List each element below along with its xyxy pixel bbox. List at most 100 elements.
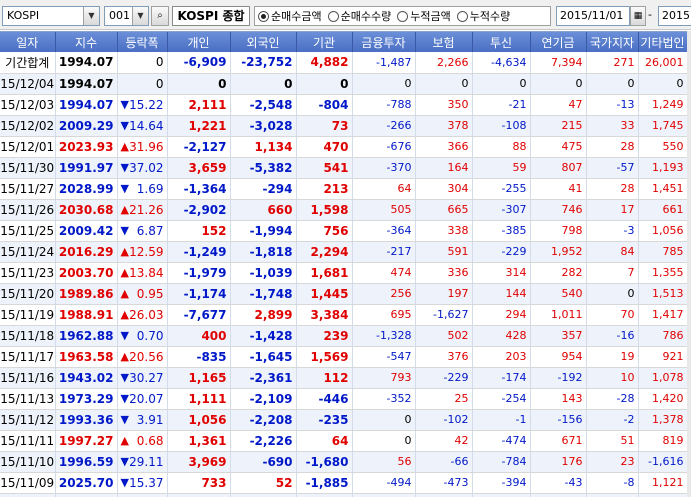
- table-row[interactable]: 15/11/19 1988.91 ▲ 26.03 -7,677 2,899 3,384 695…: [0, 304, 688, 326]
- inst-cell: 64: [296, 430, 353, 452]
- change-cell: ▲ 21.26: [117, 199, 168, 221]
- col-header-trust[interactable]: 투신: [472, 32, 531, 52]
- col-header-foreign[interactable]: 외국인: [230, 32, 297, 52]
- inst-cell: 73: [296, 115, 353, 137]
- col-header-date[interactable]: 일자: [0, 32, 56, 52]
- table-row[interactable]: 15/11/30 1991.97 ▼ 37.02 3,659 -5,382 541 -370 1…: [0, 157, 688, 179]
- trust-cell: -4,634: [472, 52, 531, 74]
- radio-net-buy-qty[interactable]: 순매수수량: [327, 8, 391, 24]
- table-row[interactable]: 15/11/13 1973.29 ▼ 20.07 1,111 -2,109 -446 -352…: [0, 388, 688, 410]
- market-select[interactable]: KOSPI ▼: [2, 6, 100, 26]
- date-cell: 15/12/02: [0, 115, 56, 137]
- change-value: 29.11: [129, 454, 164, 469]
- table-row[interactable]: 15/12/04 1994.07 0 0 0 0 0 0 0 0 0 0: [0, 73, 688, 95]
- table-row[interactable]: 15/11/09 2025.70 ▼ 15.37 733 52 -1,885 -494 -473…: [0, 472, 688, 494]
- fin-cell: -370: [352, 157, 416, 179]
- ins-cell: 338: [415, 220, 473, 242]
- triangle-up-icon: ▲: [120, 265, 129, 279]
- date-cell: 15/12/01: [0, 136, 56, 158]
- col-header-pension[interactable]: 연기금: [530, 32, 587, 52]
- index-cell: 1993.36: [55, 409, 118, 431]
- etc-cell: 1,420: [638, 388, 688, 410]
- trust-cell: -784: [472, 451, 531, 473]
- table-row[interactable]: 15/11/27 2028.99 ▼ 1.69 -1,364 -294 213 64 304 -2…: [0, 178, 688, 200]
- frn-cell: 52: [230, 472, 297, 494]
- radio-net-buy-amount[interactable]: 순매수금액: [258, 8, 322, 24]
- ind-cell: 3,969: [167, 451, 231, 473]
- table-row[interactable]: 15/11/11 1997.27 ▲ 0.68 1,361 -2,226 64 0 42 -474…: [0, 430, 688, 452]
- col-header-institution[interactable]: 기관: [296, 32, 353, 52]
- table-row[interactable]: 15/11/24 2016.29 ▲ 12.59 -1,249 -1,818 2,294 -2…: [0, 241, 688, 263]
- change-cell: ▼ 20.07: [117, 388, 168, 410]
- inst-cell: 2,294: [296, 241, 353, 263]
- etc-cell: 1,056: [638, 220, 688, 242]
- calendar-icon[interactable]: ▦: [630, 6, 646, 26]
- pen-cell: 41: [530, 178, 587, 200]
- col-header-change[interactable]: 등락폭: [117, 32, 168, 52]
- change-value: 0.95: [136, 286, 164, 301]
- trust-cell: 428: [472, 325, 531, 347]
- pen-cell: 671: [530, 430, 587, 452]
- table-row[interactable]: 15/11/16 1943.02 ▼ 30.27 1,165 -2,361 112 793 -2…: [0, 367, 688, 389]
- table-row[interactable]: 15/11/18 1962.88 ▼ 0.70 400 -1,428 239 -1,328 50…: [0, 325, 688, 347]
- triangle-up-icon: ▲: [120, 433, 129, 447]
- radio-cum-qty[interactable]: 누적수량: [456, 8, 510, 24]
- radio-label: 순매수금액: [271, 10, 322, 23]
- triangle-down-icon: ▼: [120, 160, 129, 174]
- chevron-down-icon[interactable]: ▼: [132, 7, 148, 25]
- change-value: 15.22: [129, 97, 164, 112]
- gov-cell: 271: [586, 52, 639, 74]
- fin-cell: -494: [352, 472, 416, 494]
- table-row[interactable]: 15/11/062041.07▼8.34552-511-1,372-167199…: [0, 493, 688, 497]
- code-select[interactable]: 001 ▼: [104, 6, 149, 26]
- search-icon[interactable]: ⌕: [151, 6, 169, 26]
- radio-label: 누적금액: [410, 10, 451, 23]
- pen-cell: 1,011: [530, 304, 587, 326]
- change-cell: ▼ 30.27: [117, 367, 168, 389]
- table-row[interactable]: 기간합계 1994.07 0 -6,909 -23,752 4,882 -1,487 2,26…: [0, 52, 688, 74]
- ins-cell: 665: [415, 199, 473, 221]
- date-to-input[interactable]: 2015: [658, 6, 691, 26]
- table-row[interactable]: 15/11/12 1993.36 ▼ 3.91 1,056 -2,208 -235 0 -102…: [0, 409, 688, 431]
- table-row[interactable]: 15/11/23 2003.70 ▲ 13.84 -1,979 -1,039 1,681 47…: [0, 262, 688, 284]
- ind-cell: 552: [167, 493, 231, 497]
- ind-cell: 400: [167, 325, 231, 347]
- ins-cell: -229: [415, 367, 473, 389]
- pen-cell: 282: [530, 262, 587, 284]
- etc-cell: 661: [638, 199, 688, 221]
- col-header-individual[interactable]: 개인: [167, 32, 231, 52]
- etc-cell: 1,378: [638, 409, 688, 431]
- col-header-other-corp[interactable]: 기타법인: [638, 32, 688, 52]
- fin-cell: -788: [352, 94, 416, 116]
- col-header-insurance[interactable]: 보험: [415, 32, 473, 52]
- trust-cell: -229: [472, 241, 531, 263]
- change-cell: ▲ 12.59: [117, 241, 168, 263]
- col-header-government[interactable]: 국가지자: [586, 32, 639, 52]
- table-row[interactable]: 15/12/01 2023.93 ▲ 31.96 -2,127 1,134 470 -676 3…: [0, 136, 688, 158]
- frn-cell: -5,382: [230, 157, 297, 179]
- col-header-index[interactable]: 지수: [55, 32, 118, 52]
- gov-cell: -16: [586, 325, 639, 347]
- chevron-down-icon[interactable]: ▼: [83, 7, 99, 25]
- col-header-financial-invest[interactable]: 금융투자: [352, 32, 416, 52]
- etc-cell: 26,001: [638, 52, 688, 74]
- etc-cell: 1,078: [638, 367, 688, 389]
- fin-cell: 474: [352, 262, 416, 284]
- table-row[interactable]: 15/11/20 1989.86 ▲ 0.95 -1,174 -1,748 1,445 256…: [0, 283, 688, 305]
- table-row[interactable]: 15/11/25 2009.42 ▼ 6.87 152 -1,994 756 -364 338-…: [0, 220, 688, 242]
- table-row[interactable]: 15/11/26 2030.68 ▲ 21.26 -2,902 660 1,598 505 66…: [0, 199, 688, 221]
- table-row[interactable]: 15/12/02 2009.29 ▼ 14.64 1,221 -3,028 73 -266 37…: [0, 115, 688, 137]
- frn-cell: 2,899: [230, 304, 297, 326]
- vertical-scrollbar[interactable]: [687, 31, 691, 497]
- index-cell: 1988.91: [55, 304, 118, 326]
- table-row[interactable]: 15/11/10 1996.59 ▼ 29.11 3,969 -690 -1,680 56 -6…: [0, 451, 688, 473]
- gov-cell: -13: [586, 94, 639, 116]
- pen-cell: 954: [530, 346, 587, 368]
- table-row[interactable]: 15/11/17 1963.58 ▲ 20.56 -835 -1,645 1,569 -547…: [0, 346, 688, 368]
- etc-cell: -1,616: [638, 451, 688, 473]
- table-row[interactable]: 15/12/03 1994.07 ▼ 15.22 2,111 -2,548 -804 -788…: [0, 94, 688, 116]
- date-from-input[interactable]: 2015/11/01: [556, 6, 630, 26]
- date-cell: 15/11/16: [0, 367, 56, 389]
- radio-cum-amount[interactable]: 누적금액: [397, 8, 451, 24]
- fin-cell: 0: [352, 73, 416, 95]
